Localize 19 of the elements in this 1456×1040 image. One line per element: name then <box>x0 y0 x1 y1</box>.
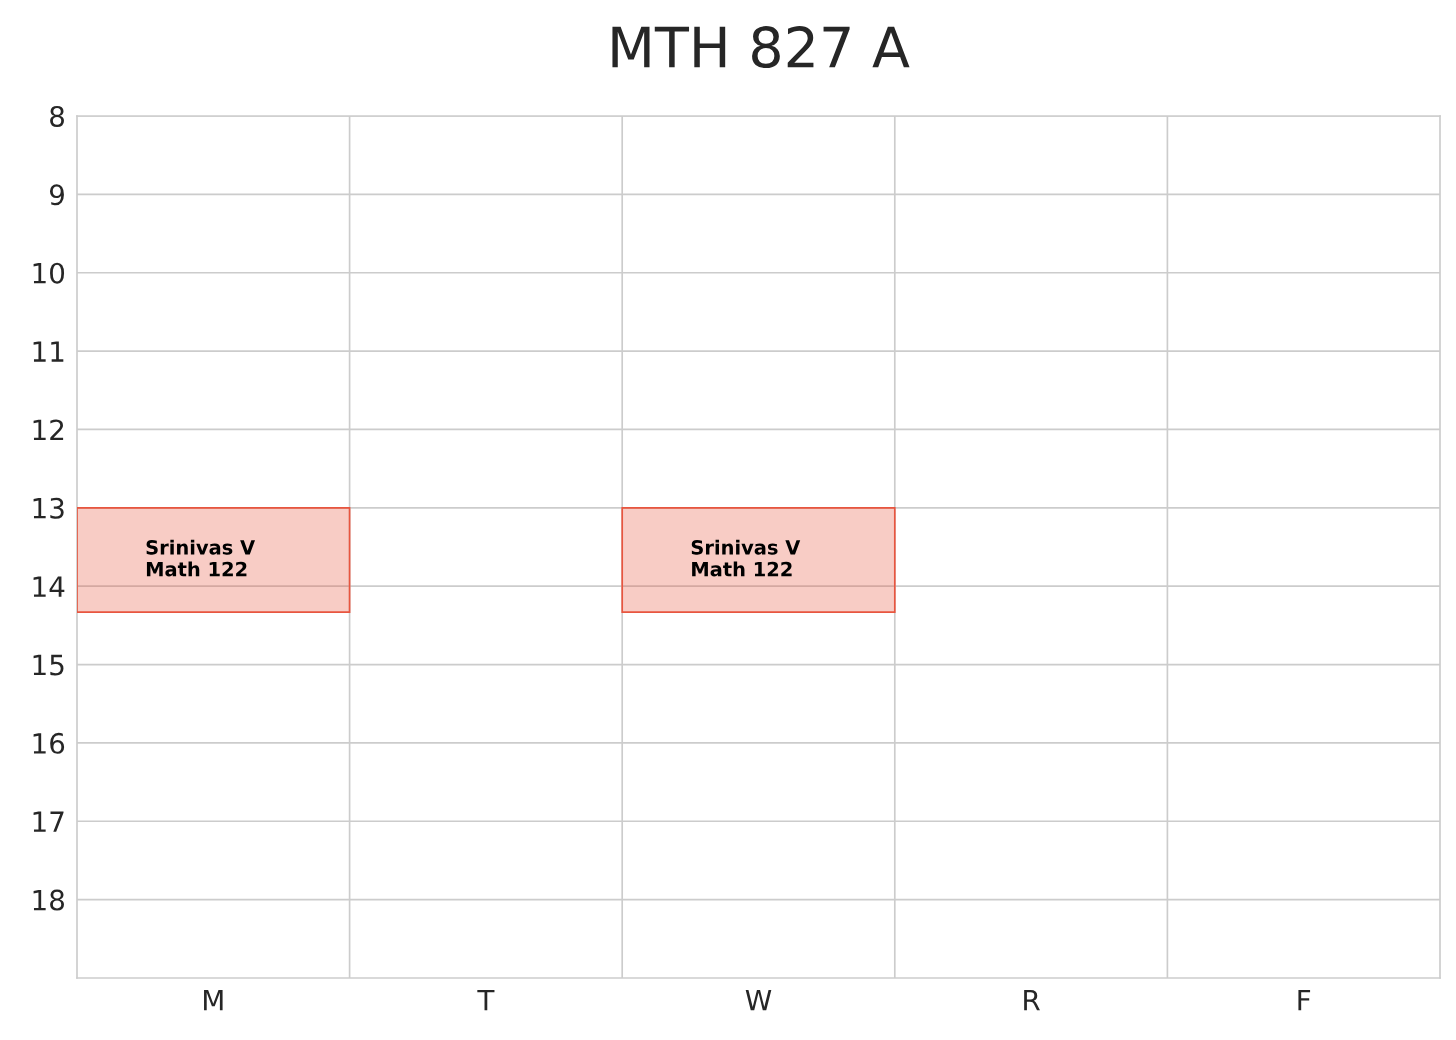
x-tick-label: T <box>477 989 495 1011</box>
x-tick-label: W <box>745 989 772 1011</box>
y-tick-label: 14 <box>33 576 65 597</box>
y-tick-label: 10 <box>33 262 65 284</box>
y-tick-label: 8 <box>50 105 64 127</box>
data-label: Srinivas V Math 122 <box>691 539 801 577</box>
chart-title: MTH 827 A <box>612 26 910 69</box>
y-tick-label: 13 <box>33 497 64 519</box>
y-tick-label: 11 <box>33 341 64 362</box>
y-tick-label: 18 <box>33 889 64 911</box>
x-tick-label: R <box>1024 989 1040 1011</box>
y-tick-label: 9 <box>49 184 64 206</box>
x-tick-label: F <box>1298 989 1311 1011</box>
y-tick-label: 17 <box>33 811 64 832</box>
y-tick-label: 16 <box>33 732 65 754</box>
y-tick-label: 12 <box>33 419 64 441</box>
x-tick-label: M <box>204 989 223 1011</box>
y-tick-label: 15 <box>33 654 64 676</box>
data-label: Srinivas V Math 122 <box>146 539 256 577</box>
